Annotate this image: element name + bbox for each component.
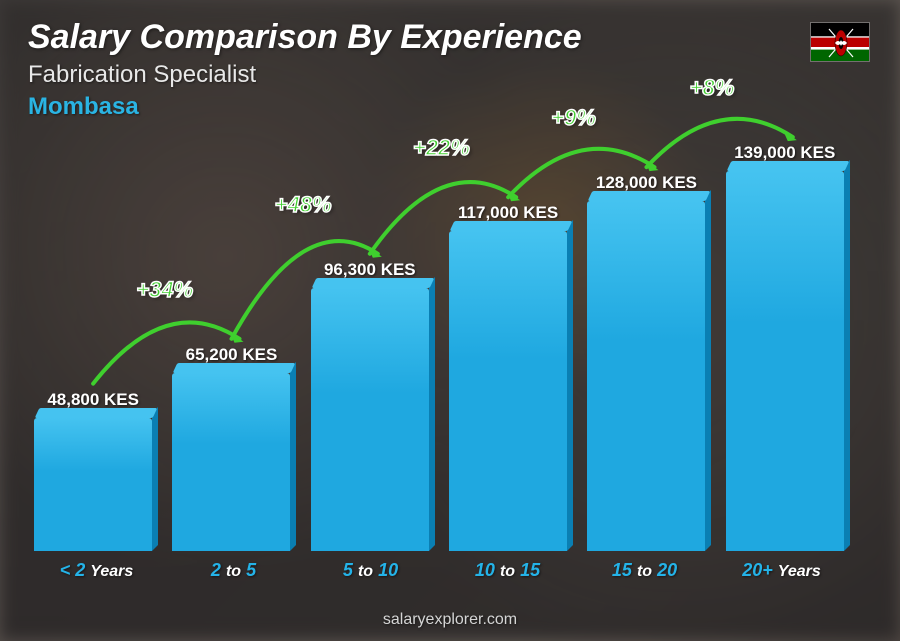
percent-increase-badge: +8% xyxy=(690,75,735,101)
xaxis-category: 10 to 15 xyxy=(439,560,576,581)
page-subtitle: Fabrication Specialist xyxy=(28,61,872,89)
bar xyxy=(172,373,290,551)
footer-attribution: salaryexplorer.com xyxy=(0,611,900,629)
xaxis-category: 2 to 5 xyxy=(165,560,302,581)
bar xyxy=(311,288,429,551)
page-title: Salary Comparison By Experience xyxy=(28,18,872,57)
bar-group: 117,000 KES xyxy=(443,231,573,551)
xaxis-category: 15 to 20 xyxy=(576,560,713,581)
content-layer: Salary Comparison By Experience Fabricat… xyxy=(0,0,900,641)
bar-group: 96,300 KES xyxy=(305,288,435,551)
kenya-flag-icon xyxy=(810,22,870,62)
bar-value-label: 96,300 KES xyxy=(324,260,416,280)
bar-group: 48,800 KES xyxy=(28,418,158,551)
bar-group: 128,000 KES xyxy=(581,201,711,551)
header: Salary Comparison By Experience Fabricat… xyxy=(28,18,872,121)
bar-value-label: 65,200 KES xyxy=(186,345,278,365)
bar xyxy=(726,171,844,551)
page-location: Mombasa xyxy=(28,93,872,121)
bar-group: 139,000 KES xyxy=(720,171,850,551)
bar xyxy=(34,418,152,551)
percent-increase-badge: +9% xyxy=(551,105,596,131)
bar-group: 65,200 KES xyxy=(166,373,296,551)
bar-value-label: 48,800 KES xyxy=(47,390,139,410)
percent-increase-badge: +34% xyxy=(136,277,193,303)
xaxis-category: < 2 Years xyxy=(28,560,165,581)
xaxis-category: 5 to 10 xyxy=(302,560,439,581)
percent-increase-badge: +22% xyxy=(413,135,470,161)
xaxis-category: 20+ Years xyxy=(713,560,850,581)
salary-bar-chart: 48,800 KES65,200 KES96,300 KES117,000 KE… xyxy=(28,141,850,581)
bar xyxy=(449,231,567,551)
bar xyxy=(587,201,705,551)
percent-increase-badge: +48% xyxy=(275,192,332,218)
